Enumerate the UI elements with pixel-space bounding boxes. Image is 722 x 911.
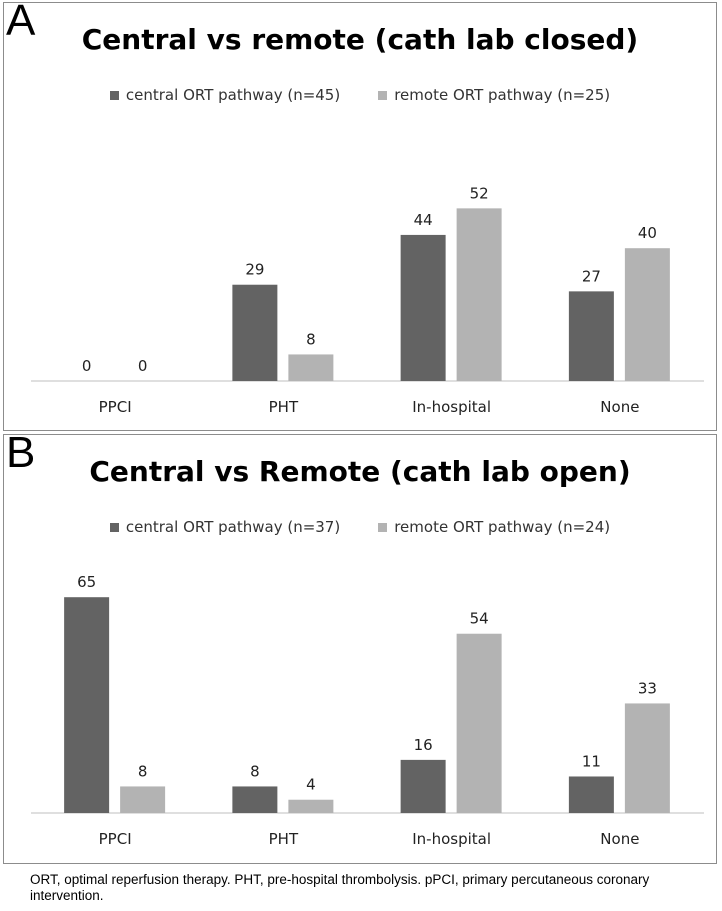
bar-central — [400, 759, 446, 813]
bar-central — [568, 776, 614, 813]
data-label: 8 — [138, 762, 148, 780]
data-label: 44 — [414, 211, 433, 229]
chart-legend: central ORT pathway (n=37) remote ORT pa… — [4, 518, 716, 536]
legend-item-remote: remote ORT pathway (n=25) — [378, 86, 610, 104]
panel-a: A Central vs remote (cath lab closed) ce… — [3, 0, 717, 431]
legend-swatch-remote — [378, 522, 388, 532]
legend-item-central: central ORT pathway (n=45) — [109, 86, 341, 104]
bar-remote — [120, 786, 166, 813]
bar-remote — [624, 248, 670, 381]
panel-letter: A — [6, 0, 36, 45]
data-label: 40 — [638, 224, 657, 242]
data-label: 4 — [306, 776, 316, 794]
x-tick-label: In-hospital — [412, 830, 491, 848]
x-tick-label: PPCI — [99, 830, 132, 848]
legend-item-central: central ORT pathway (n=37) — [109, 518, 341, 536]
chart-title: Central vs remote (cath lab closed) — [81, 23, 639, 56]
legend-swatch-remote — [378, 90, 388, 100]
x-tick-label: PHT — [269, 830, 299, 848]
chart-title: Central vs Remote (cath lab open) — [89, 455, 631, 488]
bar-remote — [288, 354, 334, 381]
data-label: 29 — [245, 261, 264, 279]
bar-remote — [288, 799, 334, 813]
data-label: 0 — [138, 357, 148, 375]
legend-item-remote: remote ORT pathway (n=24) — [378, 518, 610, 536]
bar-remote — [456, 208, 502, 381]
bar-central — [64, 597, 110, 813]
legend-swatch-central — [109, 522, 119, 532]
legend-swatch-central — [109, 90, 119, 100]
x-tick-label: PHT — [269, 398, 299, 416]
bar-remote — [624, 703, 670, 813]
data-label: 8 — [306, 330, 316, 348]
bar-chart-b: 65 8 PPCI 8 4 PHT 16 54 In-hospital 11 33 None — [31, 573, 704, 848]
figure-caption: ORT, optimal reperfusion therapy. PHT, p… — [30, 872, 650, 903]
bar-central — [400, 234, 446, 381]
legend-label-remote: remote ORT pathway (n=25) — [394, 86, 611, 104]
bar-central — [232, 786, 278, 813]
data-label: 54 — [470, 610, 489, 628]
data-label: 27 — [582, 267, 601, 285]
x-tick-label: None — [600, 398, 639, 416]
data-label: 65 — [77, 573, 96, 591]
data-label: 8 — [250, 762, 260, 780]
data-label: 16 — [414, 736, 433, 754]
bar-central — [232, 284, 278, 381]
legend-label-central: central ORT pathway (n=37) — [125, 518, 341, 536]
x-tick-label: In-hospital — [412, 398, 491, 416]
legend-label-remote: remote ORT pathway (n=24) — [394, 518, 611, 536]
chart-legend: central ORT pathway (n=45) remote ORT pa… — [4, 86, 716, 104]
bar-central — [568, 291, 614, 381]
data-label: 11 — [582, 752, 601, 770]
bar-chart-a: 0 0 PPCI 29 8 PHT 44 52 In-hospital 27 40 None — [31, 184, 704, 416]
x-tick-label: None — [600, 830, 639, 848]
data-label: 52 — [470, 184, 489, 202]
panel-letter: B — [6, 428, 36, 477]
panel-b: B Central vs Remote (cath lab open) cent… — [3, 429, 717, 864]
x-tick-label: PPCI — [99, 398, 132, 416]
data-label: 0 — [82, 357, 92, 375]
data-label: 33 — [638, 679, 657, 697]
legend-label-central: central ORT pathway (n=45) — [125, 86, 341, 104]
bar-remote — [456, 633, 502, 813]
